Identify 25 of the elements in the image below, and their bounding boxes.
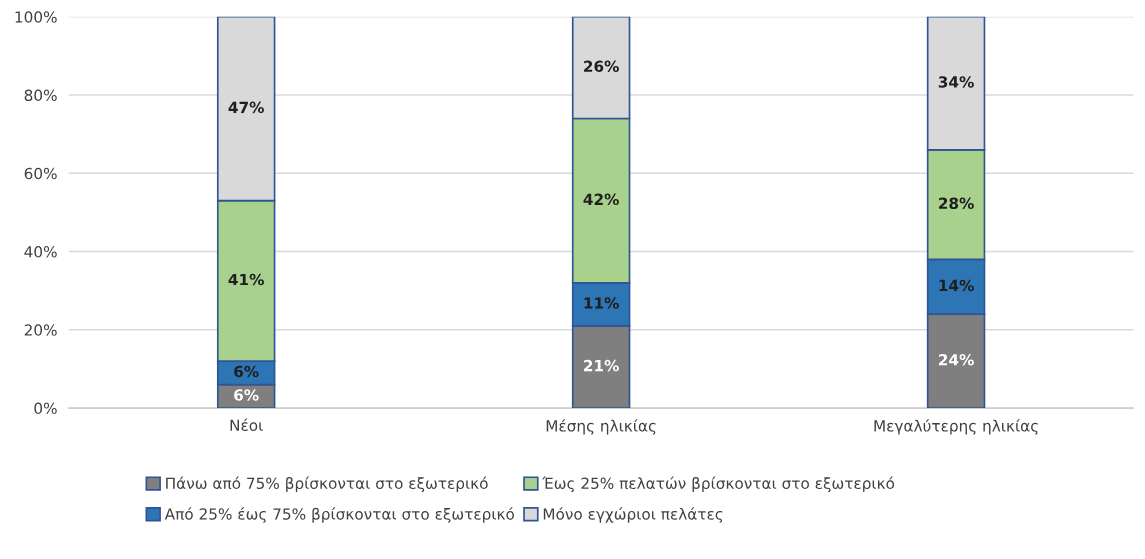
y-tick-label: 80% xyxy=(24,89,57,102)
text: 14% xyxy=(939,279,974,292)
text: 6% xyxy=(234,389,259,401)
y-tick-label: 0% xyxy=(34,402,57,415)
text: 6% xyxy=(234,365,259,378)
x-tick-label: Μέσης ηλικίας xyxy=(546,419,656,435)
text: 26% xyxy=(584,60,619,73)
legend-label: Μόνο εγχώριοι πελάτες xyxy=(543,507,723,523)
legend-label: Από 25% έως 75% βρίσκονται στο εξωτερικό xyxy=(164,507,515,523)
legend-label: Έως 25% πελατών βρίσκονται στο εξωτερικό xyxy=(542,476,895,493)
y-tick-label: 40% xyxy=(24,246,57,258)
text: 11% xyxy=(584,297,619,309)
y-tick-label: 20% xyxy=(24,324,57,336)
text: 24% xyxy=(939,353,974,366)
x-tick-label: Μεγαλύτερης ηλικίας xyxy=(874,419,1038,435)
text: 47% xyxy=(228,101,264,114)
text: 42% xyxy=(583,193,619,206)
text: 28% xyxy=(939,197,974,210)
text: 21% xyxy=(584,359,619,372)
y-tick-label: 60% xyxy=(24,167,57,180)
x-tick-label: Νέοι xyxy=(230,418,263,432)
text: 34% xyxy=(938,76,974,88)
text: 41% xyxy=(228,273,264,286)
legend-label: Πάνω από 75% βρίσκονται στο εξωτερικό xyxy=(166,476,488,493)
y-tick-label: 100% xyxy=(15,11,57,23)
